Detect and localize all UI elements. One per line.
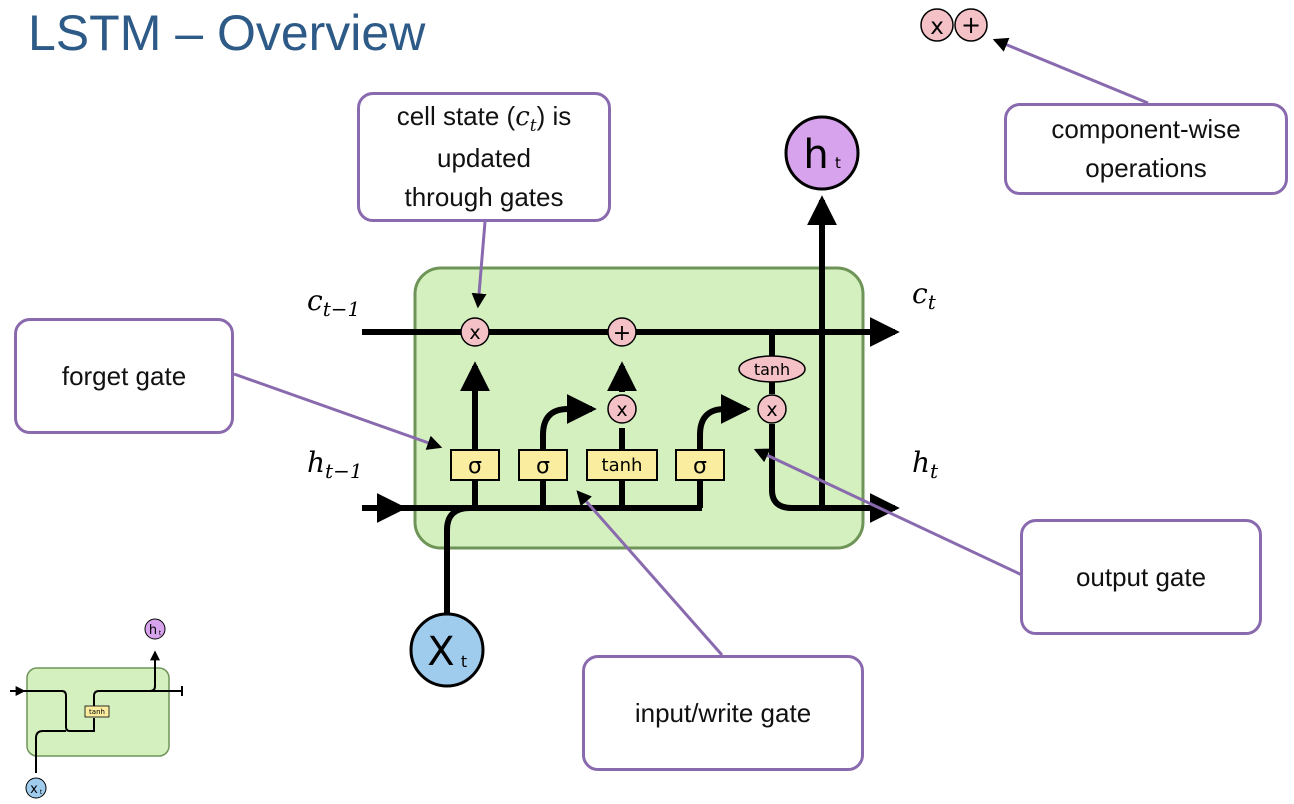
input-multiply-symbol: x bbox=[616, 399, 627, 421]
component-wise-line-1: component-wise bbox=[1051, 114, 1241, 144]
pointer-component-wise bbox=[992, 37, 1149, 105]
thumbnail-x-sub: t bbox=[40, 789, 43, 796]
output-multiply-symbol: x bbox=[766, 399, 777, 421]
callout-component-wise: component-wise operations bbox=[1004, 103, 1288, 195]
add-symbol: + bbox=[613, 321, 631, 346]
tanh-op-label: tanh bbox=[754, 360, 790, 379]
callout-cell-state: cell state (ct) is updated through gates bbox=[357, 92, 611, 222]
add-legend-icon: + bbox=[954, 8, 988, 42]
thumbnail-x-letter: x bbox=[30, 782, 38, 797]
forget-sigma-label: σ bbox=[468, 454, 482, 479]
input-gate-arrow bbox=[540, 394, 597, 508]
xt-input-node: X t bbox=[409, 612, 485, 688]
slide-title: LSTM – Overview bbox=[28, 5, 426, 61]
pointer-output-gate bbox=[753, 448, 1023, 577]
output-to-ht-line bbox=[769, 424, 900, 523]
output-sigma-gate: σ bbox=[675, 449, 725, 481]
svg-text:+: + bbox=[961, 11, 981, 39]
xt-input-line bbox=[444, 505, 471, 615]
xt-node-letter: X bbox=[427, 629, 454, 675]
callout-forget-gate: forget gate bbox=[14, 318, 234, 434]
output-sigma-label: σ bbox=[693, 454, 707, 479]
pointer-forget-gate bbox=[233, 372, 443, 450]
thumbnail-h-letter: h bbox=[149, 623, 157, 638]
ht-node-sub: t bbox=[835, 154, 841, 172]
tanh-gate-label: tanh bbox=[602, 455, 643, 476]
input-multiply-op: x bbox=[607, 394, 637, 424]
callout-input-write-gate: input/write gate bbox=[582, 655, 864, 771]
multiply-legend-icon: x bbox=[920, 8, 954, 42]
c-prev-label: ct−1 bbox=[307, 284, 360, 321]
add-op: + bbox=[607, 317, 637, 347]
thumbnail-diagram: tanh h t x t bbox=[10, 618, 183, 799]
output-gate-arrow bbox=[697, 394, 751, 508]
svg-text:x: x bbox=[930, 14, 944, 40]
pointer-input-gate bbox=[576, 490, 724, 656]
cell-state-line-3: through gates bbox=[404, 182, 564, 213]
ht-node-letter: h bbox=[803, 132, 828, 178]
h-out-label: ht bbox=[912, 446, 939, 483]
tanh-op: tanh bbox=[738, 355, 806, 383]
input-write-gate-text: input/write gate bbox=[634, 697, 812, 728]
thumbnail-h-sub: t bbox=[159, 630, 162, 637]
ht-output-node: h t bbox=[784, 115, 860, 191]
thumbnail-tanh: tanh bbox=[89, 708, 105, 716]
cell-state-line-1: cell state (ct) is bbox=[396, 100, 572, 136]
callout-output-gate: output gate bbox=[1020, 519, 1262, 635]
component-wise-line-2: operations bbox=[1085, 153, 1207, 183]
tanh-gate: tanh bbox=[586, 449, 658, 481]
xt-node-sub: t bbox=[461, 652, 467, 671]
pointer-cell-state bbox=[471, 221, 487, 309]
cell-state-line-2: updated bbox=[437, 143, 531, 174]
output-multiply-op: x bbox=[757, 394, 787, 424]
forget-sigma-gate: σ bbox=[450, 449, 500, 481]
forget-gate-text: forget gate bbox=[61, 360, 187, 391]
h-prev-label: ht−1 bbox=[307, 446, 363, 483]
output-gate-text: output gate bbox=[1075, 561, 1207, 592]
input-sigma-gate: σ bbox=[518, 449, 568, 481]
input-sigma-label: σ bbox=[536, 454, 550, 479]
forget-multiply-symbol: x bbox=[469, 322, 480, 344]
c-out-label: ct bbox=[912, 277, 937, 314]
forget-multiply-op: x bbox=[460, 317, 490, 347]
